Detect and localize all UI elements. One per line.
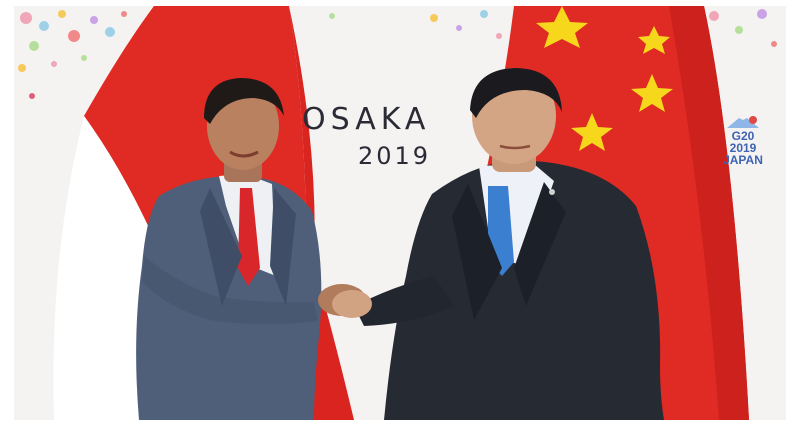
g20-logo-year: 2019 [729,141,757,155]
confetti-top-left [18,10,127,99]
mount-fuji-icon [727,116,759,128]
g20-logo-country: JAPAN [723,153,763,167]
flag-star-icon [536,6,588,48]
osaka-year-text: 2019 [358,142,432,170]
photo-frame: OSAKA 2019 G20 2019 JAPAN [14,6,786,420]
man-grey-suit [136,78,322,420]
flag-star-icon [638,26,670,54]
handshake [318,284,372,318]
osaka-text: OSAKA [302,102,431,137]
flag-star-icon [571,113,613,151]
g20-logo: G20 2019 JAPAN [704,116,782,166]
g20-logo-title: G20 [731,129,755,143]
confetti-top-center [329,10,502,39]
photo-scene [18,6,777,420]
man-dark-suit [354,68,664,420]
flag-star-icon [631,74,673,112]
